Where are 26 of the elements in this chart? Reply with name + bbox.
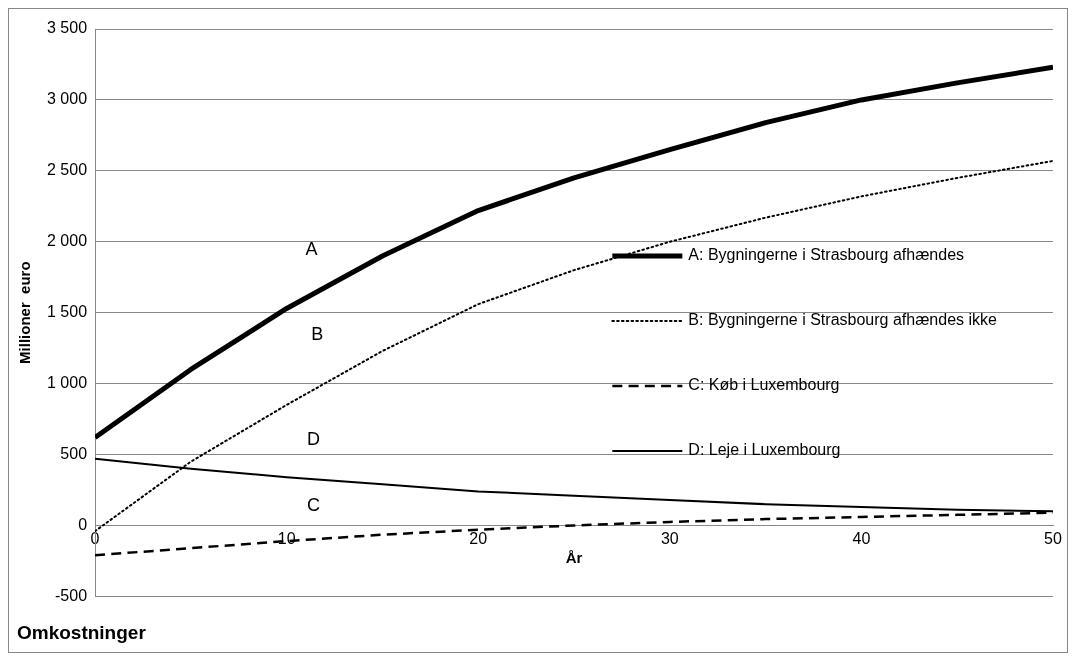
x-tick-label: 0 xyxy=(90,530,100,548)
annotation: D xyxy=(306,429,320,450)
y-tick-label: -500 xyxy=(55,586,88,604)
legend-label: C: Køb i Luxembourg xyxy=(688,376,840,394)
y-tick-label: 2 000 xyxy=(46,232,88,250)
legend-label: D: Leje i Luxembourg xyxy=(688,441,841,459)
text: Omkostninger xyxy=(17,622,146,644)
legend-label: B: Bygningerne i Strasbourg afhændes ikke xyxy=(688,311,998,329)
y-tick-label: 3 000 xyxy=(46,90,88,108)
y-tick-label: 0 xyxy=(78,515,88,533)
x-tick-label: 20 xyxy=(469,530,488,548)
y-tick-label: 1 000 xyxy=(46,374,88,392)
line-series xyxy=(95,159,1053,533)
y-tick-label: 500 xyxy=(60,444,88,462)
x-tick-label: 40 xyxy=(852,530,871,548)
legend-label: A: Bygningerne i Strasbourg afhændes xyxy=(688,246,965,264)
y-tick-label: 3 500 xyxy=(46,19,88,37)
y-tick-label: 2 500 xyxy=(46,161,88,179)
x-tick-label: 30 xyxy=(660,530,679,548)
annotation: B xyxy=(311,324,324,345)
annotation: A xyxy=(305,239,318,260)
y-axis-title: Millioner euro xyxy=(16,261,34,364)
annotation: C xyxy=(306,494,320,515)
x-tick-label: 50 xyxy=(1044,530,1062,548)
y-tick-label: 1 500 xyxy=(46,303,88,321)
x-axis-title: År xyxy=(565,548,583,566)
